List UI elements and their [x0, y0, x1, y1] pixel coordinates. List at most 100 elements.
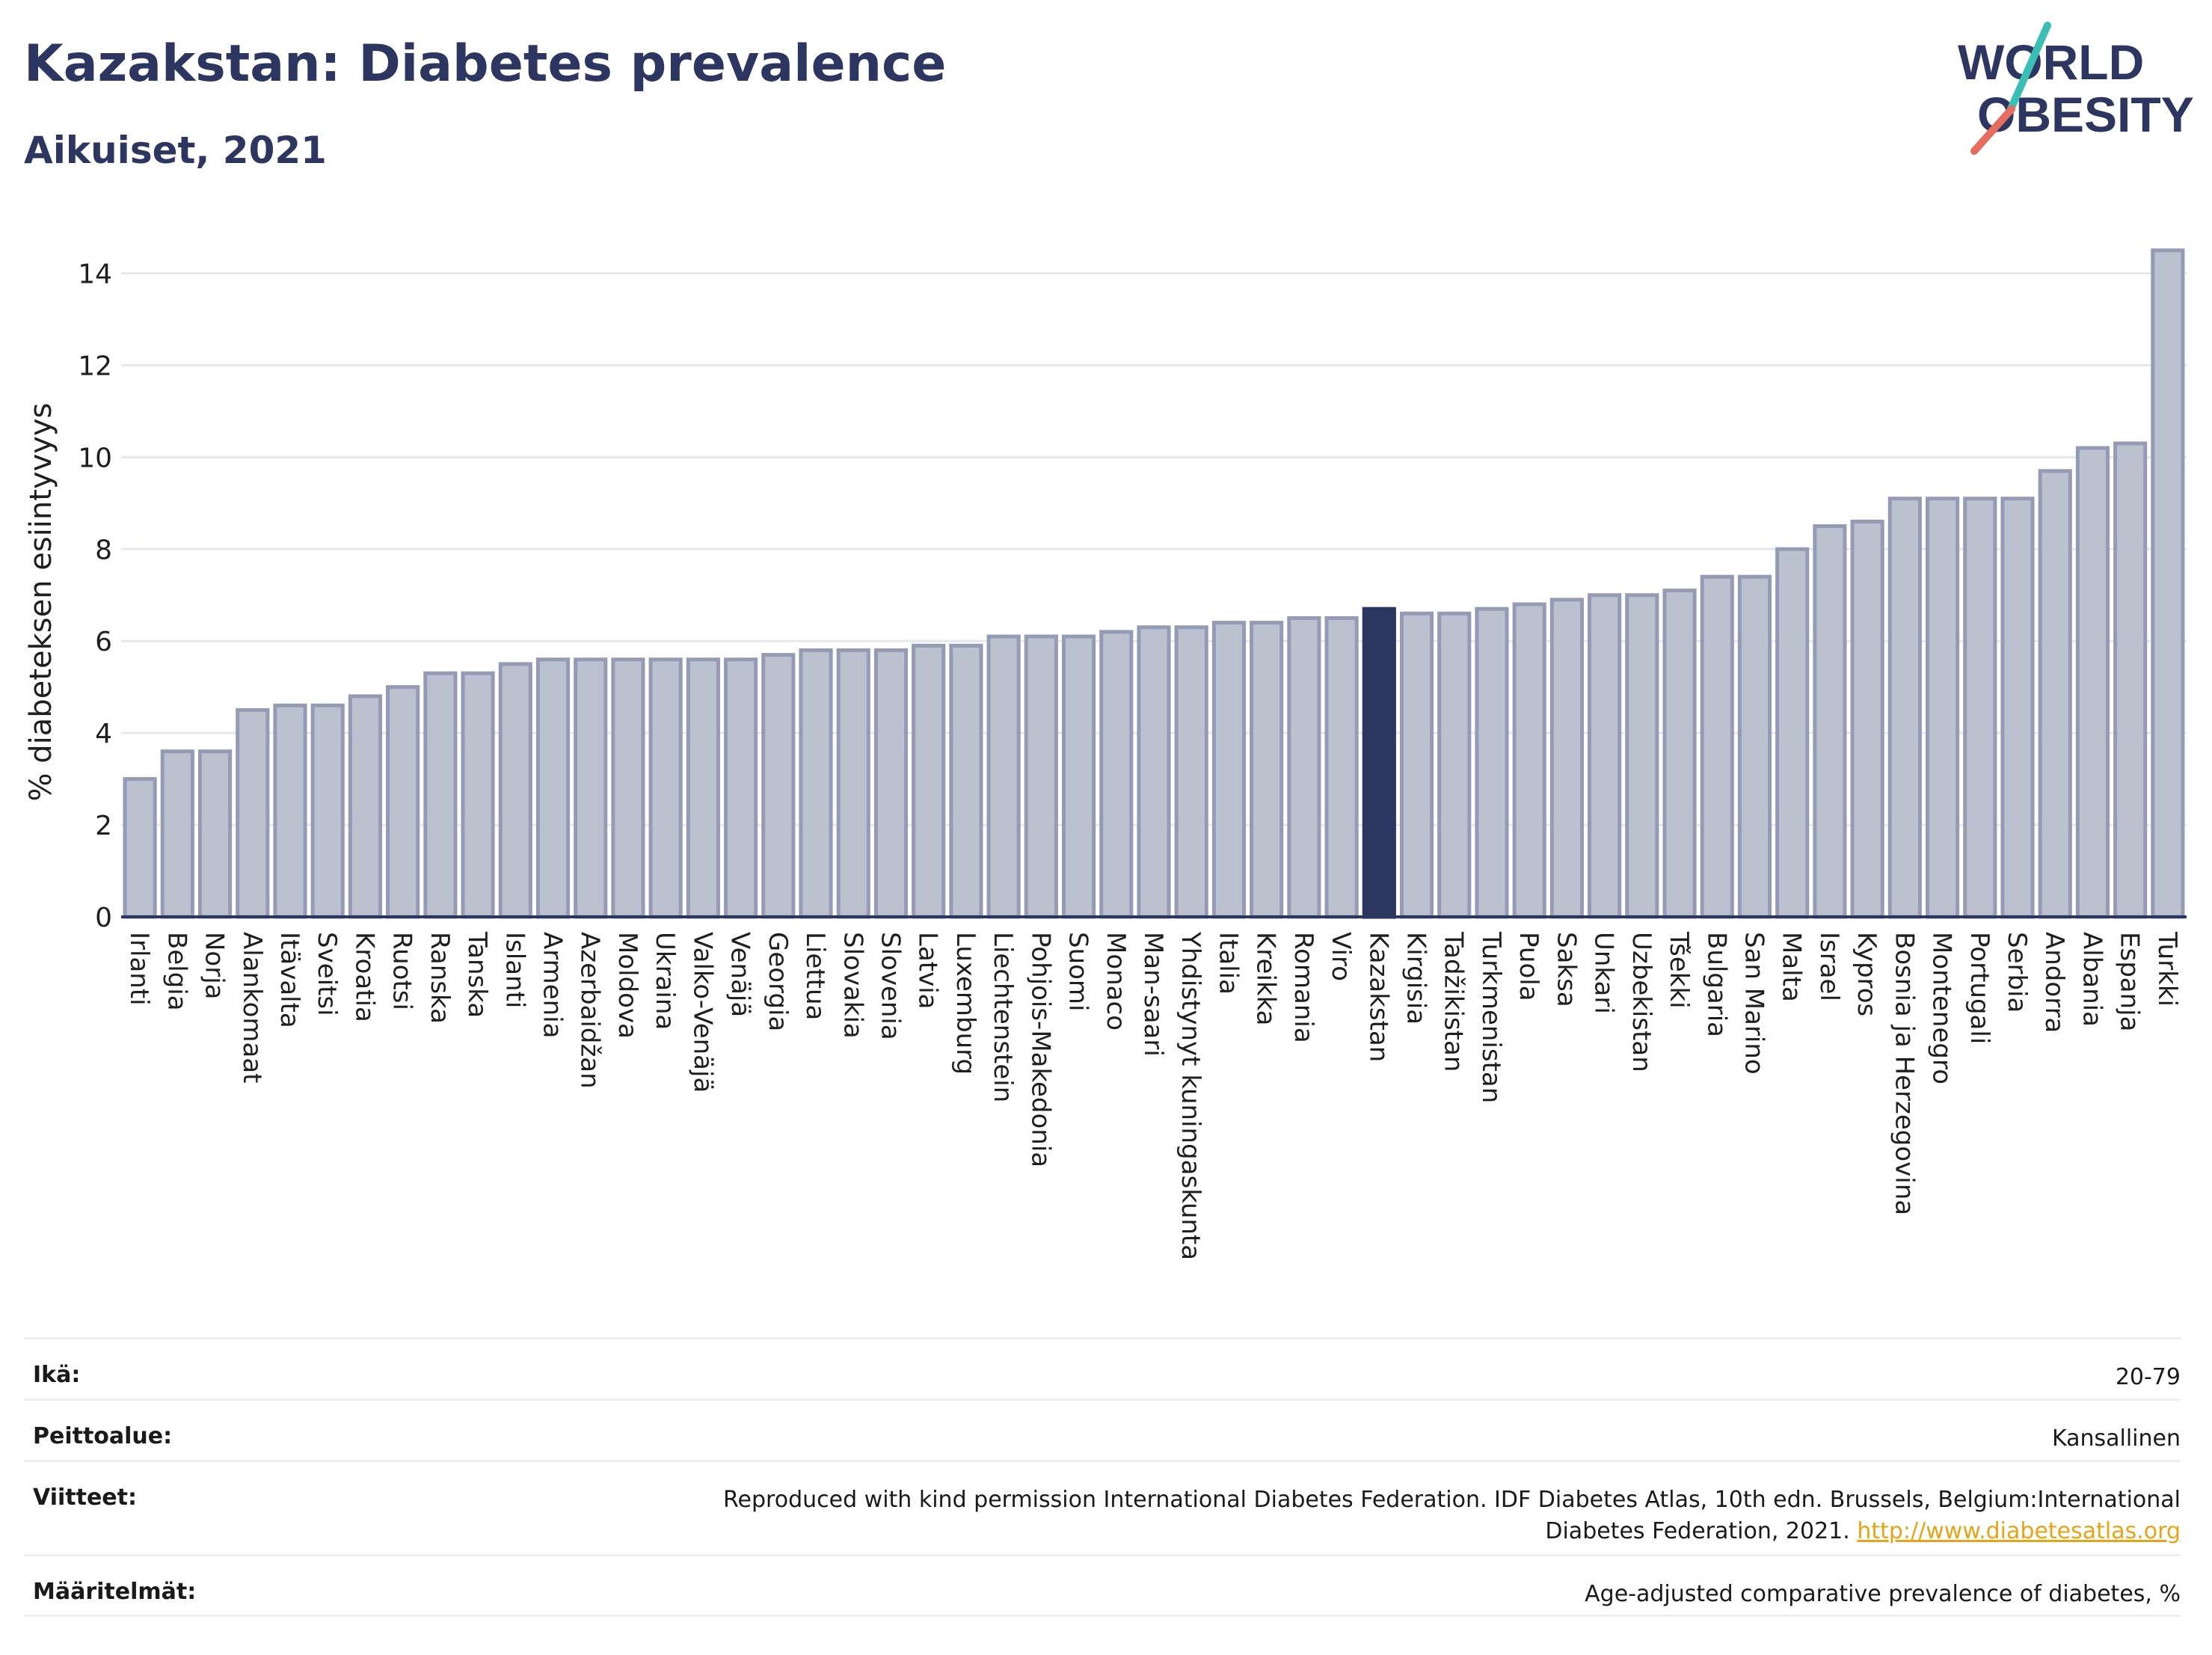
bar-ruotsi [386, 685, 420, 919]
meta-value-definitions: Age-adjusted comparative prevalence of d… [1585, 1581, 2181, 1607]
bar-liettua [799, 648, 833, 919]
x-tick-label: Pohjois-Makedonia [1025, 932, 1055, 1167]
bar-kirgisia [1399, 611, 1434, 919]
bar-andorra [2038, 469, 2072, 919]
y-tick-label: 8 [95, 535, 112, 565]
y-axis-label: % diabeteksen esiintyvyys [24, 403, 58, 802]
metadata-table: Ikä: 20-79 Peittoalue: Kansallinen Viitt… [24, 1337, 2181, 1617]
x-tick-label: Saksa [1551, 932, 1581, 1007]
bar-sveitsi [310, 703, 345, 919]
bar-bulgaria [1700, 574, 1734, 919]
bar-pohjois-makedonia [1024, 634, 1058, 919]
bar-irlanti [123, 777, 157, 919]
bar-norja [197, 749, 233, 919]
bar-malta [1775, 547, 1810, 919]
x-tick-label: Kazakstan [1363, 932, 1393, 1062]
bar-kazakstan [1362, 607, 1396, 919]
x-tick-label: Romania [1288, 932, 1318, 1043]
page-title: Kazakstan: Diabetes prevalence [24, 34, 947, 93]
bar-serbia [2000, 497, 2035, 919]
bar-liechtenstein [986, 634, 1021, 919]
page-subtitle: Aikuiset, 2021 [24, 129, 327, 172]
x-tick-label: Montenegro [1927, 932, 1957, 1084]
x-tick-label: Turkki [2152, 931, 2182, 1007]
x-tick-label: Ukraina [650, 932, 680, 1030]
bar-israel [1813, 524, 1847, 919]
x-tick-label: Norja [200, 932, 230, 1000]
references-link[interactable]: http://www.diabetesatlas.org [1857, 1518, 2181, 1544]
x-tick-label: Monaco [1101, 932, 1131, 1031]
x-tick-label: Espanja [2115, 932, 2145, 1031]
x-tick-label: Viro [1326, 932, 1356, 981]
y-axis-ticks: 0 2 4 6 8 10 12 14 [78, 259, 112, 933]
meta-row-definitions: Määritelmät: Age-adjusted comparative pr… [24, 1554, 2181, 1617]
x-tick-label: Israel [1814, 932, 1844, 1001]
bar-ranska [423, 671, 458, 919]
bar-belgia [160, 749, 194, 919]
x-tick-label: Irlanti [124, 932, 154, 1006]
logo-slash-teal [2006, 22, 2051, 114]
bar-yhdistynyt-kuningaskunta [1174, 625, 1208, 919]
meta-row-coverage: Peittoalue: Kansallinen [24, 1398, 2181, 1460]
x-tick-label: Georgia [763, 932, 793, 1031]
meta-label-coverage: Peittoalue: [33, 1423, 173, 1449]
bar-luxemburg [949, 643, 983, 919]
y-tick-label: 4 [95, 719, 112, 749]
y-tick-label: 0 [95, 903, 112, 933]
meta-label-age: Ikä: [33, 1362, 81, 1388]
x-tick-label: Armenia [538, 932, 568, 1039]
bar-moldova [611, 657, 645, 919]
x-tick-label: Albania [2077, 932, 2107, 1027]
bar-monaco [1099, 630, 1134, 919]
bar-latvia [912, 643, 946, 919]
x-tick-label: Latvia [913, 932, 943, 1010]
x-tick-label: Bulgaria [1701, 932, 1731, 1037]
bar-alankomaat [236, 707, 270, 919]
bar-bosnia-ja-herzegovina [1887, 497, 1922, 919]
y-tick-label: 6 [95, 627, 112, 657]
x-tick-label: Tšekki [1664, 931, 1694, 1009]
x-tick-label: Moldova [612, 932, 642, 1039]
bar-saksa [1549, 598, 1584, 919]
x-tick-label: Azerbaidžan [575, 932, 605, 1089]
bar-slovenia [873, 648, 909, 919]
x-tick-label: Bosnia ja Herzegovina [1889, 932, 1919, 1215]
references-text: Reproduced with kind permission Internat… [723, 1487, 2181, 1544]
y-tick-label: 12 [78, 351, 112, 381]
x-tick-label: Islanti [500, 932, 529, 1008]
meta-label-references: Viitteet: [33, 1484, 137, 1511]
x-tick-label: Ranska [425, 932, 455, 1024]
meta-value-references: Reproduced with kind permission Internat… [625, 1484, 2181, 1547]
bar-turkki [2151, 248, 2185, 919]
x-tick-label: Venäjä [725, 932, 755, 1017]
x-tick-label: Suomi [1063, 932, 1093, 1012]
bar-georgia [761, 653, 796, 919]
x-tick-label: Sveitsi [312, 932, 342, 1016]
x-tick-label: Kroatia [349, 932, 379, 1022]
bar-chart: 0 2 4 6 8 10 12 14 % diabeteksen esiintyvyys Ir… [24, 248, 2187, 1260]
meta-value-coverage: Kansallinen [2051, 1425, 2181, 1452]
bar-suomi [1061, 634, 1096, 919]
x-tick-label: Slovakia [838, 932, 867, 1039]
bar-itävalta [273, 703, 307, 919]
meta-value-age: 20-79 [2115, 1364, 2181, 1390]
meta-row-age: Ikä: 20-79 [24, 1337, 2181, 1398]
meta-label-definitions: Määritelmät: [33, 1579, 197, 1605]
x-tick-label: Portugali [1964, 932, 1994, 1044]
x-tick-label: Serbia [2002, 932, 2032, 1013]
bar-azerbaidžan [574, 657, 608, 919]
x-tick-label: Valko-Venäjä [687, 932, 717, 1093]
x-tick-label: Malta [1777, 932, 1807, 1002]
world-obesity-logo: WORLD OBESITY [1958, 22, 2194, 155]
bar-slovakia [836, 648, 870, 919]
x-tick-label: Puola [1514, 932, 1543, 1001]
bar-islanti [498, 662, 532, 919]
x-tick-label: Kypros [1852, 932, 1881, 1016]
x-tick-label: San Marino [1739, 932, 1769, 1075]
x-tick-label: Andorra [2039, 932, 2069, 1033]
bar-tadžikistan [1437, 611, 1472, 919]
x-tick-label: Kreikka [1251, 932, 1281, 1026]
bar-valko-venäjä [686, 657, 720, 919]
bar-albania [2075, 446, 2110, 919]
bar-tšekki [1662, 589, 1697, 919]
